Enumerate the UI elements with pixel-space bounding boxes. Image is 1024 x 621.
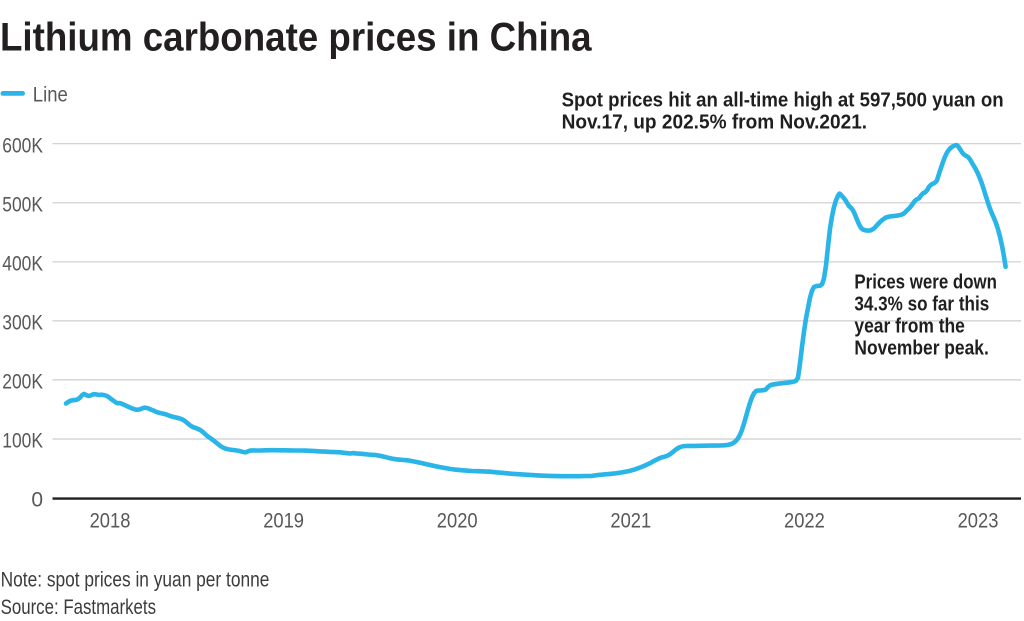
svg-text:Line: Line — [33, 84, 68, 107]
svg-text:2019: 2019 — [263, 510, 304, 533]
svg-text:November peak.: November peak. — [854, 338, 988, 360]
svg-text:500K: 500K — [2, 193, 43, 216]
svg-text:2020: 2020 — [437, 510, 478, 533]
svg-text:2021: 2021 — [610, 510, 651, 533]
svg-text:Spot prices hit an all-time hi: Spot prices hit an all-time high at 597,… — [562, 89, 1004, 111]
svg-text:600K: 600K — [2, 134, 43, 157]
svg-text:2022: 2022 — [784, 510, 825, 533]
svg-text:Lithium carbonate prices in Ch: Lithium carbonate prices in China — [0, 16, 592, 60]
svg-text:2018: 2018 — [90, 510, 131, 533]
svg-text:200K: 200K — [2, 371, 43, 394]
svg-text:Nov.17, up 202.5% from Nov.202: Nov.17, up 202.5% from Nov.2021. — [562, 112, 868, 134]
svg-text:Source: Fastmarkets: Source: Fastmarkets — [1, 596, 156, 619]
svg-text:Prices were down: Prices were down — [854, 272, 997, 294]
svg-text:100K: 100K — [2, 430, 43, 453]
svg-text:2023: 2023 — [958, 510, 999, 533]
svg-text:400K: 400K — [2, 252, 43, 275]
svg-text:Note: spot prices in yuan per: Note: spot prices in yuan per tonne — [1, 569, 270, 592]
svg-text:300K: 300K — [2, 312, 43, 335]
svg-text:0: 0 — [31, 489, 43, 512]
svg-text:34.3% so far this: 34.3% so far this — [854, 294, 989, 316]
svg-text:year from the: year from the — [854, 316, 965, 338]
